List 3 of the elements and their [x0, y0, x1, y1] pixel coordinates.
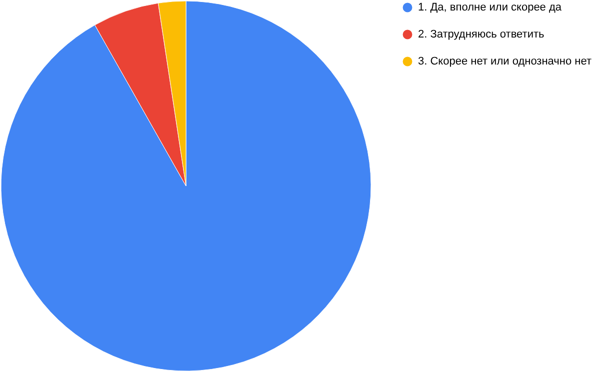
legend-label: 2. Затрудняюсь ответить [418, 28, 545, 40]
legend-label: 1. Да, вполне или скорее да [418, 2, 562, 14]
legend-label: 3. Скорее нет или однозначно нет [418, 56, 592, 68]
